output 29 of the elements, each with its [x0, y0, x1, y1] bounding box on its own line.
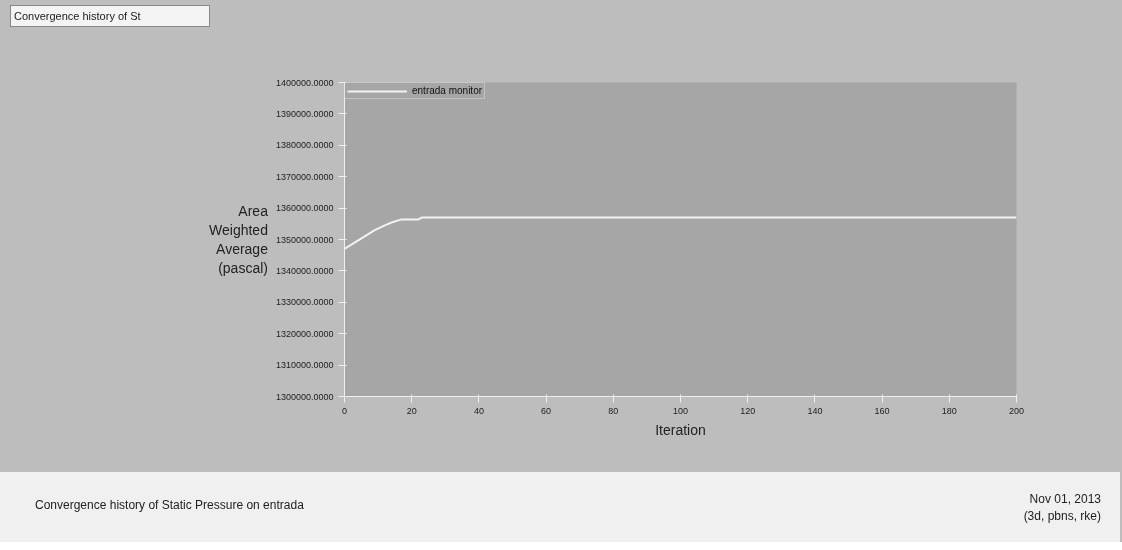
x-tick-label: 120: [740, 405, 756, 416]
y-tick-label: 1400000.0000: [275, 77, 334, 88]
x-tick-label: 20: [406, 405, 417, 416]
y-tick-label: 1310000.0000: [275, 360, 334, 371]
x-tick-label: 80: [608, 405, 619, 416]
y-tick-label: 1300000.0000: [275, 391, 334, 402]
x-tick-label: 160: [874, 405, 890, 416]
y-tick-label: 1320000.0000: [275, 328, 334, 339]
x-tick-label: 200: [1008, 405, 1025, 416]
x-tick-label: 180: [941, 405, 957, 416]
text: Convergence history of Static Pressure on entrada: [35, 497, 304, 514]
y-tick-label: 1330000.0000: [275, 297, 334, 308]
text: (3d, pbns, rke): [1023, 509, 1101, 524]
x-tick-label: 0: [342, 405, 348, 416]
x-tick-label: 60: [541, 405, 552, 416]
text: Convergence history of St: [14, 9, 141, 24]
y-tick-label: 1370000.0000: [275, 171, 334, 182]
x-tick-label: 140: [807, 405, 823, 416]
y-tick-label: 1360000.0000: [275, 203, 334, 214]
x-tick-label: 100: [672, 405, 689, 416]
y-axis-title: Area Weighted Average (pascal): [209, 202, 269, 277]
y-tick-label: 1390000.0000: [275, 108, 334, 119]
text: Nov 01, 2013: [1029, 492, 1101, 506]
x-axis-title: Iteration: [655, 421, 706, 438]
x-tick-label: 40: [473, 405, 484, 416]
y-tick-label: 1350000.0000: [275, 234, 334, 245]
text: entrada monitor: [412, 85, 483, 96]
y-tick-label: 1340000.0000: [275, 265, 334, 276]
y-tick-label: 1380000.0000: [275, 140, 334, 151]
